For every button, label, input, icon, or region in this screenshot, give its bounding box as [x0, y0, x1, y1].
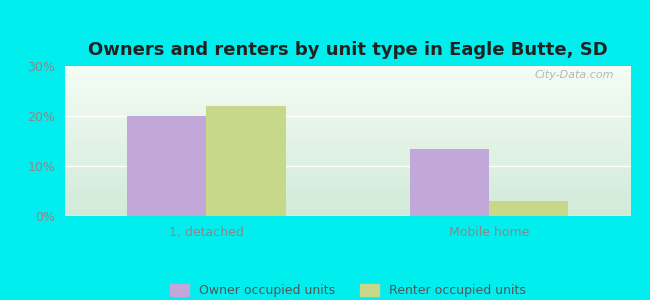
Legend: Owner occupied units, Renter occupied units: Owner occupied units, Renter occupied un…: [165, 279, 530, 300]
Text: City-Data.com: City-Data.com: [534, 70, 614, 80]
Bar: [127, 116, 207, 216]
Title: Owners and renters by unit type in Eagle Butte, SD: Owners and renters by unit type in Eagle…: [88, 41, 608, 59]
Bar: [207, 106, 285, 216]
Bar: [489, 201, 568, 216]
Bar: [410, 148, 489, 216]
